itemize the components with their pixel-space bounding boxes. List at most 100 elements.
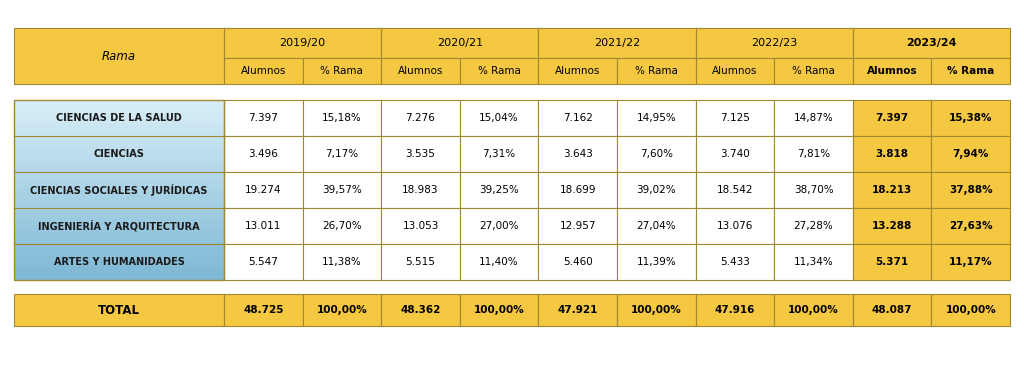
Text: 15,04%: 15,04% <box>479 113 519 123</box>
Text: 39,02%: 39,02% <box>637 185 676 195</box>
Text: 100,00%: 100,00% <box>945 305 996 315</box>
Bar <box>774 100 853 136</box>
Bar <box>539 136 617 172</box>
Text: 13.076: 13.076 <box>717 221 753 231</box>
Text: 5.433: 5.433 <box>720 257 750 267</box>
Bar <box>460 244 539 280</box>
Bar <box>695 28 853 58</box>
Bar <box>695 100 774 136</box>
Text: CIENCIAS: CIENCIAS <box>93 149 144 159</box>
Text: 13.288: 13.288 <box>872 221 912 231</box>
Text: TOTAL: TOTAL <box>98 303 140 316</box>
Bar <box>695 294 774 326</box>
Text: 27,04%: 27,04% <box>637 221 676 231</box>
Text: 2019/20: 2019/20 <box>280 38 326 48</box>
Bar <box>381 208 460 244</box>
Text: 27,63%: 27,63% <box>949 221 992 231</box>
Text: 3.496: 3.496 <box>249 149 279 159</box>
Bar <box>224 172 303 208</box>
Text: 18.699: 18.699 <box>559 185 596 195</box>
Bar <box>460 294 539 326</box>
Bar <box>539 28 695 58</box>
Text: 2020/21: 2020/21 <box>437 38 483 48</box>
Bar <box>695 208 774 244</box>
Bar <box>381 294 460 326</box>
Bar <box>695 58 774 84</box>
Text: 19.274: 19.274 <box>245 185 282 195</box>
Bar <box>617 100 695 136</box>
Text: % Rama: % Rama <box>477 66 520 76</box>
Bar <box>224 244 303 280</box>
Bar <box>853 172 932 208</box>
Text: % Rama: % Rama <box>321 66 364 76</box>
Bar <box>774 136 853 172</box>
Text: 13.011: 13.011 <box>245 221 282 231</box>
Text: 3.535: 3.535 <box>406 149 435 159</box>
Text: 37,88%: 37,88% <box>949 185 992 195</box>
Text: 7,81%: 7,81% <box>797 149 830 159</box>
Text: 2022/23: 2022/23 <box>751 38 798 48</box>
Text: Alumnos: Alumnos <box>713 66 758 76</box>
Bar <box>932 58 1010 84</box>
Text: 39,57%: 39,57% <box>322 185 361 195</box>
Text: 18.983: 18.983 <box>402 185 438 195</box>
Text: 11,34%: 11,34% <box>794 257 834 267</box>
Bar <box>14 294 224 326</box>
Bar <box>853 136 932 172</box>
Bar <box>381 172 460 208</box>
Bar <box>303 208 381 244</box>
Bar <box>303 294 381 326</box>
Bar <box>539 58 617 84</box>
Bar <box>853 28 1010 58</box>
Bar <box>303 100 381 136</box>
Text: % Rama: % Rama <box>792 66 835 76</box>
Bar <box>853 100 932 136</box>
Text: 5.547: 5.547 <box>249 257 279 267</box>
Bar <box>224 58 303 84</box>
Bar <box>381 28 539 58</box>
Bar <box>460 58 539 84</box>
Text: 11,40%: 11,40% <box>479 257 519 267</box>
Text: Alumnos: Alumnos <box>241 66 286 76</box>
Text: 47.921: 47.921 <box>557 305 598 315</box>
Text: 3.643: 3.643 <box>563 149 593 159</box>
Bar <box>774 58 853 84</box>
Text: 100,00%: 100,00% <box>788 305 839 315</box>
Bar <box>932 208 1010 244</box>
Bar <box>224 136 303 172</box>
Text: 14,87%: 14,87% <box>794 113 834 123</box>
Text: Alumnos: Alumnos <box>397 66 443 76</box>
Bar <box>853 294 932 326</box>
Bar <box>14 28 224 84</box>
Text: 7,94%: 7,94% <box>952 149 989 159</box>
Bar <box>853 208 932 244</box>
Bar <box>617 244 695 280</box>
Text: 7.276: 7.276 <box>406 113 435 123</box>
Text: 7,60%: 7,60% <box>640 149 673 159</box>
Text: 27,00%: 27,00% <box>479 221 519 231</box>
Text: 11,38%: 11,38% <box>322 257 361 267</box>
Bar <box>539 172 617 208</box>
Text: 15,18%: 15,18% <box>322 113 361 123</box>
Text: 5.460: 5.460 <box>563 257 593 267</box>
Bar <box>853 58 932 84</box>
Text: 11,39%: 11,39% <box>637 257 676 267</box>
Text: 27,28%: 27,28% <box>794 221 834 231</box>
Bar <box>224 28 381 58</box>
Text: 2021/22: 2021/22 <box>594 38 640 48</box>
Text: Alumnos: Alumnos <box>555 66 600 76</box>
Bar <box>932 100 1010 136</box>
Text: 26,70%: 26,70% <box>323 221 361 231</box>
Text: CIENCIAS SOCIALES Y JURÍDICAS: CIENCIAS SOCIALES Y JURÍDICAS <box>31 184 208 196</box>
Text: 11,17%: 11,17% <box>949 257 992 267</box>
Bar <box>539 208 617 244</box>
Bar <box>695 136 774 172</box>
Bar <box>617 172 695 208</box>
Text: 14,95%: 14,95% <box>637 113 676 123</box>
Bar <box>460 208 539 244</box>
Bar <box>932 172 1010 208</box>
Bar <box>539 244 617 280</box>
Bar <box>303 136 381 172</box>
Bar <box>617 58 695 84</box>
Bar <box>774 244 853 280</box>
